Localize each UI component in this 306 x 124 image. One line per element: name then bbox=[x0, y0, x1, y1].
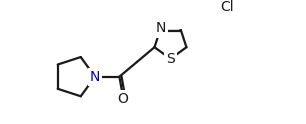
Text: N: N bbox=[155, 21, 166, 35]
Text: N: N bbox=[90, 70, 100, 84]
Text: O: O bbox=[117, 92, 128, 106]
Text: Cl: Cl bbox=[220, 0, 233, 14]
Text: S: S bbox=[166, 52, 175, 66]
